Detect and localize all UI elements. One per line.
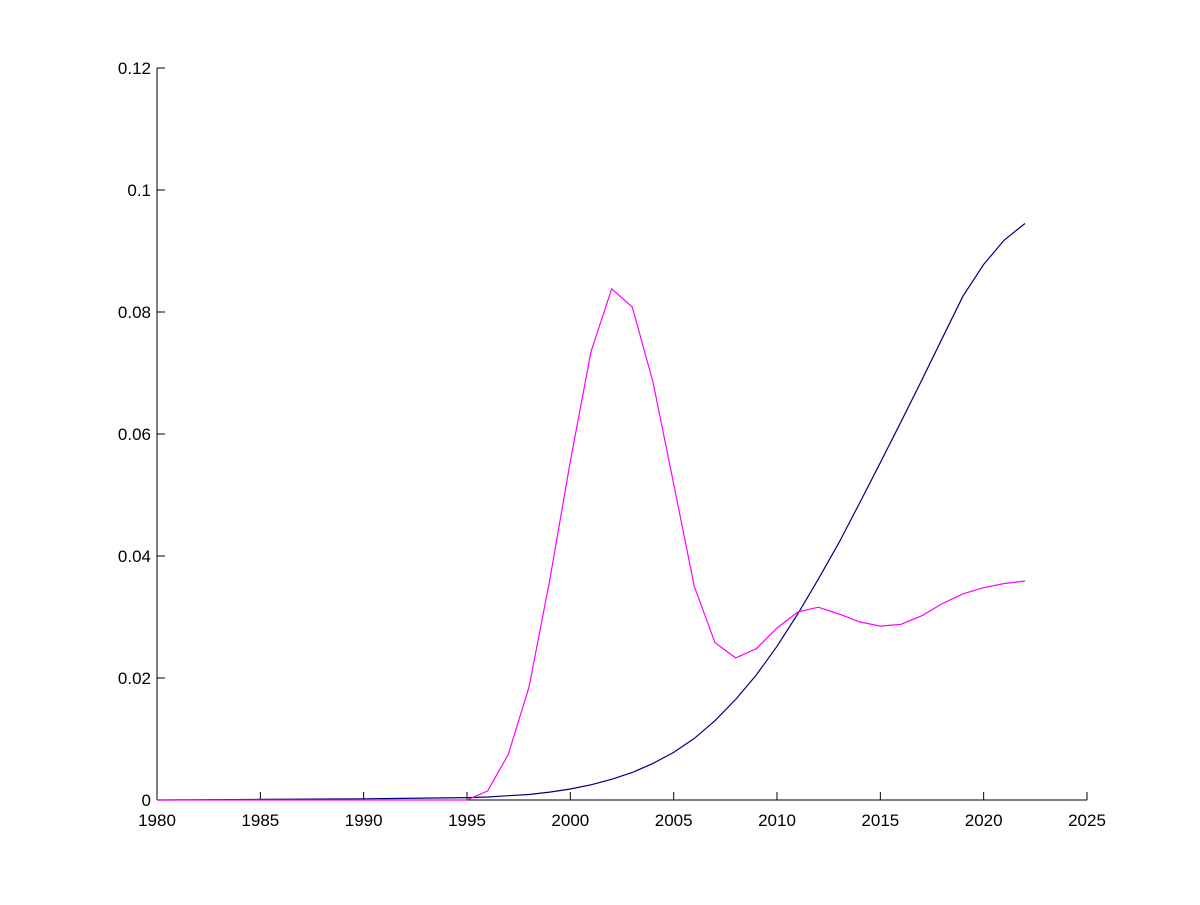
y-tick-label: 0 — [142, 791, 151, 810]
series-lines — [156, 223, 1026, 801]
x-tick-label: 2020 — [965, 811, 1003, 830]
y-tick-label: 0.12 — [118, 59, 151, 78]
x-tick-label: 1990 — [345, 811, 383, 830]
axes — [156, 67, 1088, 801]
x-tick-label: 1980 — [138, 811, 176, 830]
y-tick-label: 0.04 — [118, 547, 151, 566]
x-tick-label: 1985 — [241, 811, 279, 830]
y-tick-label: 0.08 — [118, 303, 151, 322]
x-tick-label: 2015 — [861, 811, 899, 830]
series-line-2 — [157, 287, 1026, 801]
x-tick-label: 2025 — [1068, 811, 1106, 830]
tick-labels: 1980 1985 1990 1995 2000 2005 2010 2015 2020 2025… — [118, 59, 1106, 830]
y-tick-label: 0.1 — [127, 181, 151, 200]
x-tick-label: 2010 — [758, 811, 796, 830]
x-tick-label: 2005 — [655, 811, 693, 830]
x-tick-label: 2000 — [551, 811, 589, 830]
y-tick-label: 0.06 — [118, 425, 151, 444]
y-tick-label: 0.02 — [118, 669, 151, 688]
series-line-1 — [156, 223, 1026, 801]
x-tick-label: 1995 — [448, 811, 486, 830]
